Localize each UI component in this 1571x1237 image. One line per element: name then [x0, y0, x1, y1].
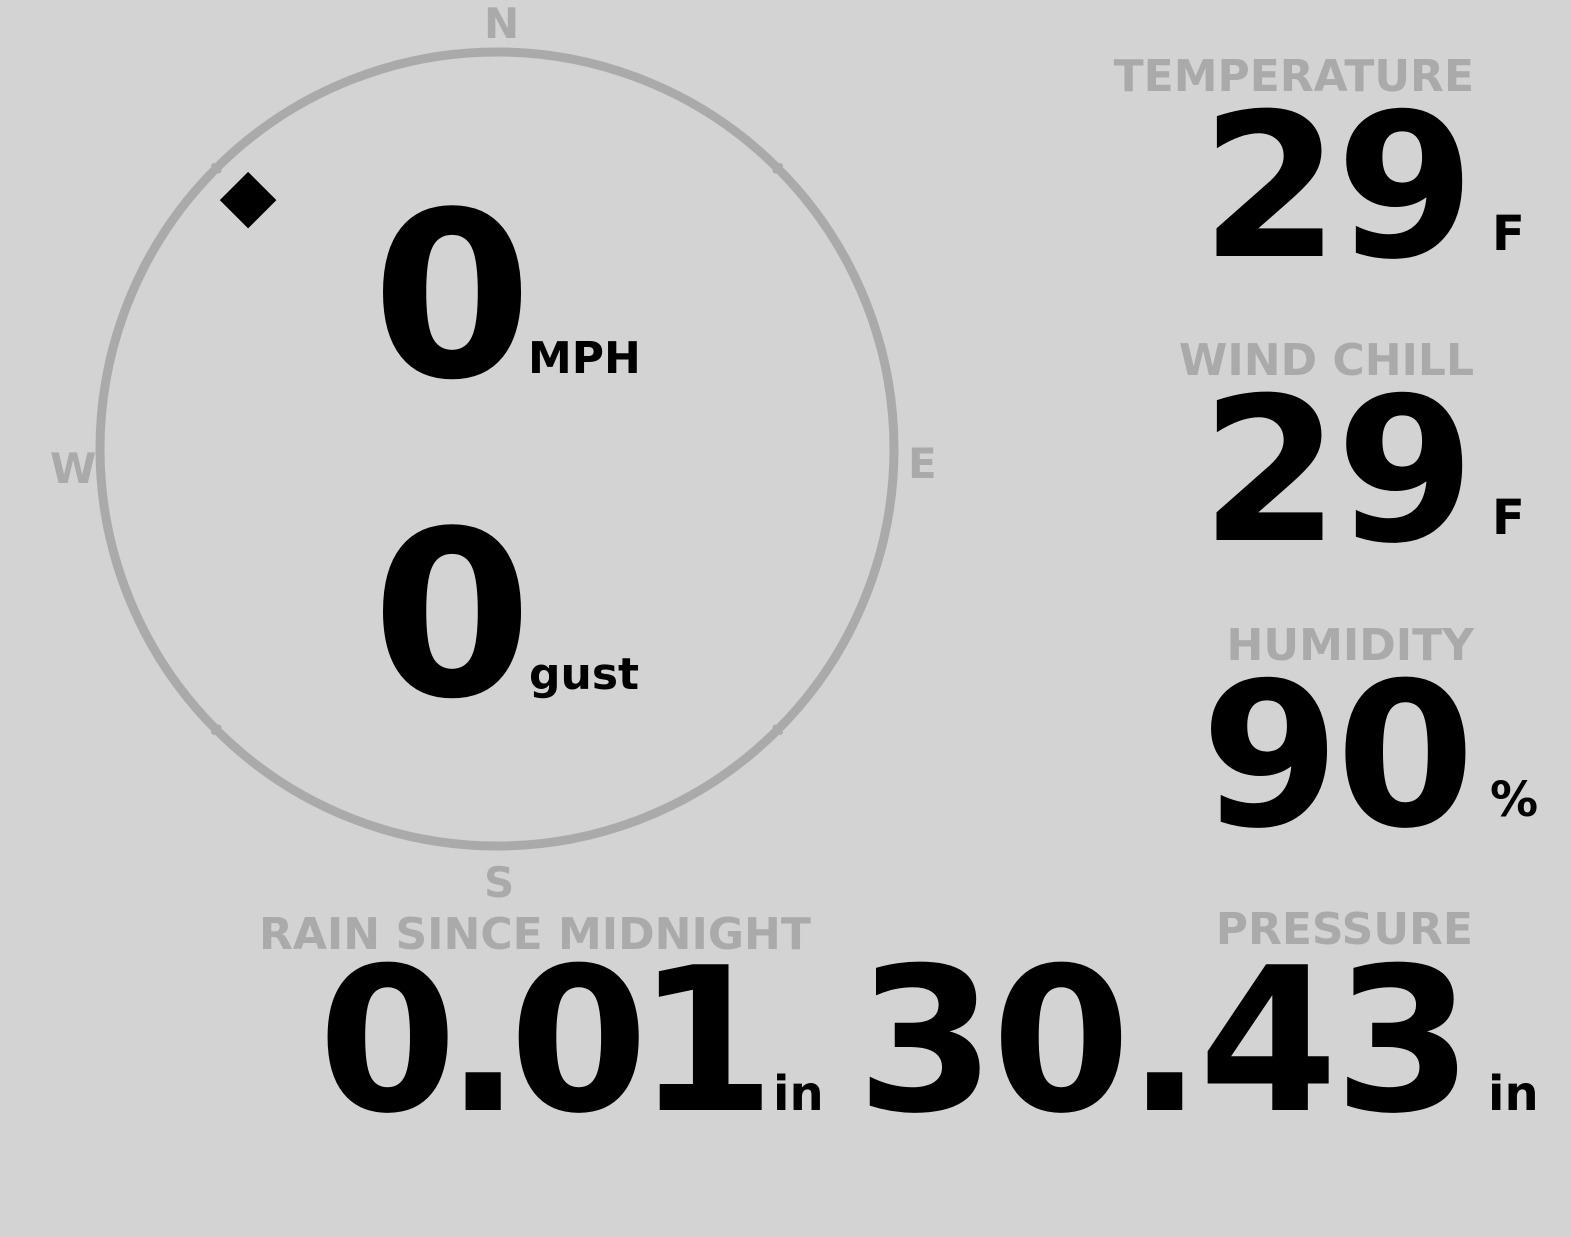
compass-west: W — [50, 444, 97, 493]
compass-south: S — [484, 858, 515, 907]
rain-label: RAIN SINCE MIDNIGHT — [259, 909, 811, 960]
compass-tick — [210, 162, 222, 174]
humidity-label: HUMIDITY — [1226, 620, 1474, 671]
temperature-value: 29 — [1200, 71, 1475, 304]
humidity-unit: % — [1490, 772, 1539, 828]
pressure-unit: in — [1488, 1066, 1539, 1122]
wind-speed-value: 0 — [372, 164, 532, 431]
wind-gust-unit: gust — [529, 649, 640, 700]
rain-value: 0.01 — [318, 925, 775, 1158]
compass-north: N — [484, 0, 520, 48]
compass-tick — [772, 724, 784, 736]
wind-gust-value: 0 — [372, 483, 532, 750]
pressure-value: 30.43 — [856, 925, 1473, 1158]
rain-unit: in — [773, 1066, 824, 1122]
temperature-label: TEMPERATURE — [1113, 51, 1474, 102]
temperature-unit: F — [1492, 206, 1525, 262]
wind-chill-value: 29 — [1200, 355, 1475, 588]
compass-tick — [772, 162, 784, 174]
pressure-label: PRESSURE — [1215, 904, 1473, 955]
wind-chill-label: WIND CHILL — [1178, 335, 1474, 386]
compass-tick — [210, 724, 222, 736]
humidity-value: 90 — [1200, 640, 1475, 873]
wind-speed-unit: MPH — [528, 333, 641, 384]
diamond-icon — [219, 171, 277, 229]
compass-east: E — [908, 439, 937, 488]
wind-chill-unit: F — [1492, 490, 1525, 546]
compass-ring — [95, 47, 899, 851]
compass-ticks — [210, 162, 784, 736]
